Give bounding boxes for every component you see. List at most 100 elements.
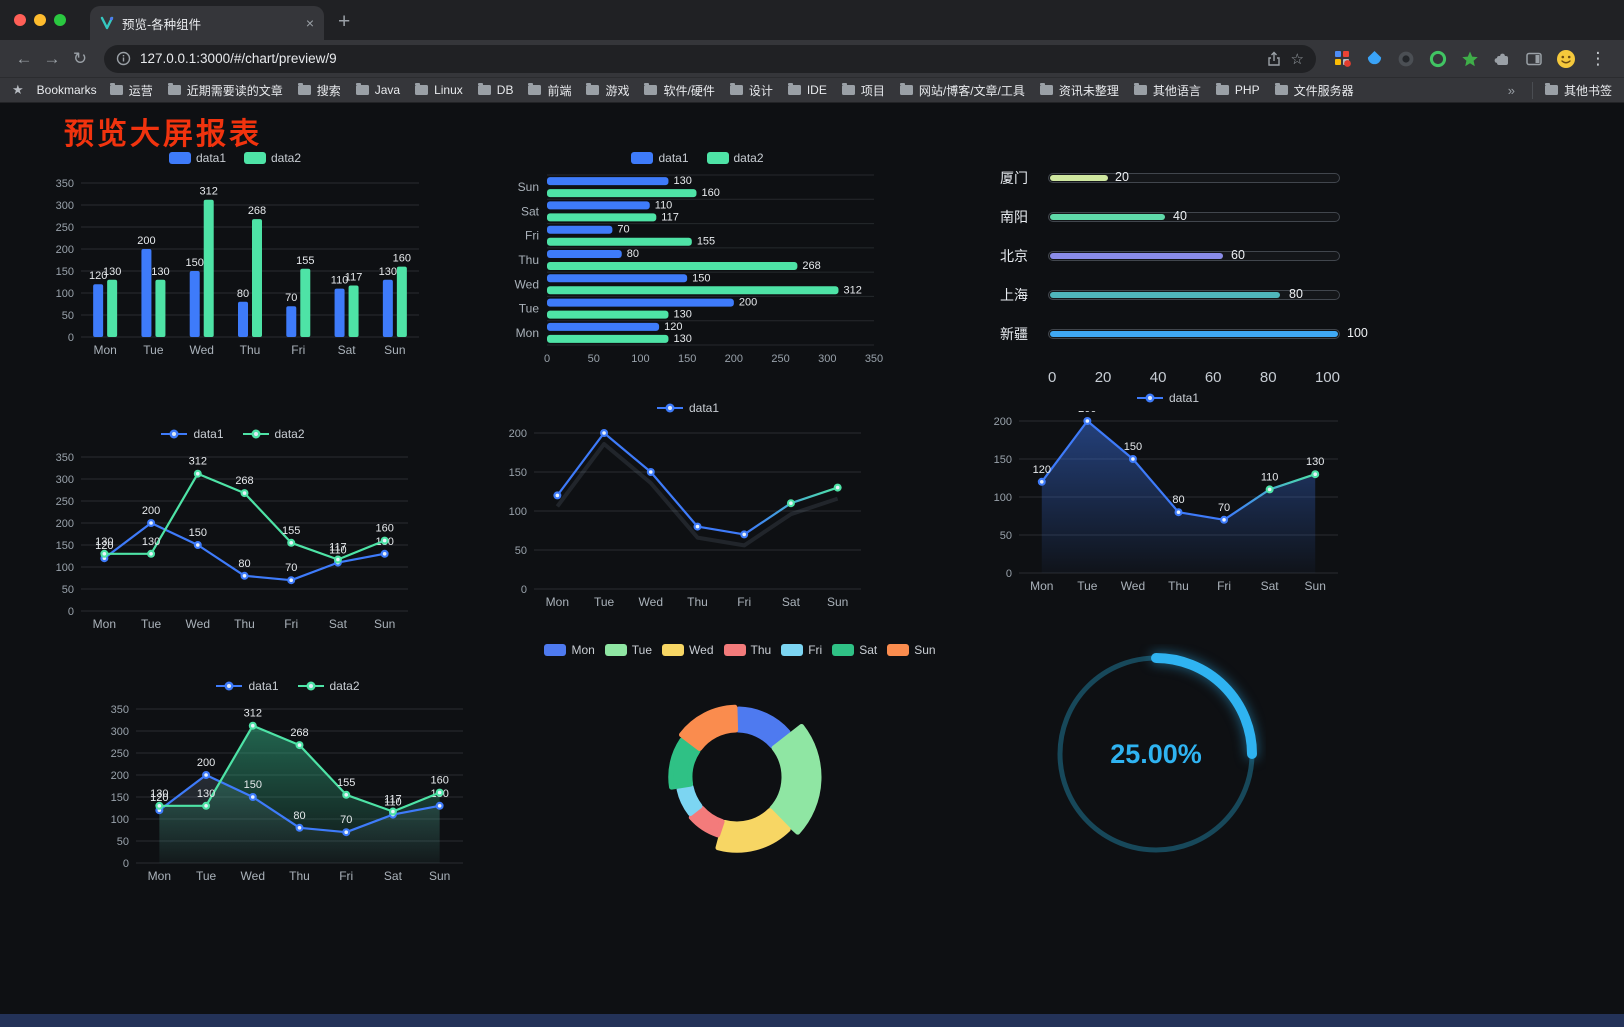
bookmark-folder[interactable]: 搜索 [297,82,341,99]
bookmark-folder[interactable]: Java [355,83,400,97]
legend-item[interactable]: Sat [832,643,877,657]
legend-item[interactable]: Sun [887,643,936,657]
legend-label: data1 [248,679,279,693]
extension-drop-icon[interactable] [1364,49,1384,69]
pie-slice-Tue[interactable] [769,723,822,835]
folder-icon [1274,83,1288,95]
legend-item[interactable]: Mon [544,643,595,657]
folder-icon [787,83,801,95]
bookmark-folder[interactable]: 游戏 [586,82,629,99]
svg-text:100: 100 [56,288,74,300]
bookmarks-overflow-button[interactable]: » [1507,82,1515,98]
bookmark-folder[interactable]: 软件/硬件 [644,82,715,99]
legend-item[interactable]: data2 [297,679,360,693]
extension-green-star-icon[interactable] [1460,49,1480,69]
browser-tab[interactable]: 预览-各种组件 × [90,6,324,40]
legend-item[interactable]: data1 [168,151,226,165]
svg-text:Sat: Sat [782,595,801,609]
back-button[interactable]: ← [15,48,33,68]
bookmark-folder[interactable]: 设计 [729,82,773,99]
bookmark-folder-label: 网站/博客/文章/工具 [918,83,1025,98]
legend-item[interactable]: Thu [723,643,771,657]
progress-track: 40 [1048,209,1340,223]
legend-item[interactable]: data1 [631,151,689,165]
bookmark-folder[interactable]: 其他语言 [1133,82,1201,99]
pie-slice-Wed[interactable] [715,808,791,853]
svg-text:117: 117 [329,542,347,554]
bookmark-folder[interactable]: 文件服务器 [1274,82,1354,99]
bookmark-folder[interactable]: PHP [1215,83,1260,97]
folder-icon [1039,83,1053,95]
bookmark-folder[interactable]: 网站/博客/文章/工具 [899,82,1025,99]
url-text[interactable]: 127.0.0.1:3000/#/chart/preview/9 [140,51,337,66]
bookmark-folder[interactable]: 项目 [841,82,885,99]
new-tab-button[interactable]: + [338,10,351,33]
bookmark-folder[interactable]: 资讯未整理 [1039,82,1119,99]
legend-item[interactable]: data2 [244,151,301,165]
bookmark-folder-label: 项目 [860,83,885,98]
reload-button[interactable]: ↻ [72,48,88,68]
legend-label: data2 [274,427,305,441]
svg-text:120: 120 [89,270,107,282]
legend-item[interactable]: data2 [706,151,764,165]
pie-slice-Sat[interactable] [668,737,701,790]
bookmark-folder[interactable]: 运营 [109,82,153,99]
address-bar[interactable]: 127.0.0.1:3000/#/chart/preview/9 ☆ [104,44,1316,73]
bookmark-folder[interactable]: 近期需要读的文章 [167,82,283,99]
svg-text:Mon: Mon [546,595,569,609]
minimize-window-button[interactable] [34,14,46,26]
other-bookmarks-button[interactable]: 其他书签 [1531,81,1612,99]
bookmark-folder[interactable]: Linux [415,83,463,97]
pie-slice-Fri[interactable] [676,784,703,817]
side-panel-icon[interactable] [1524,49,1544,69]
bookmark-folder-label: 前端 [547,83,572,98]
axis-tick-label: 80 [1259,369,1277,386]
extension-dark-circle-icon[interactable] [1396,49,1416,69]
forward-button[interactable]: → [43,48,61,68]
bookmark-folder[interactable]: DB [477,83,513,97]
legend-item[interactable]: data1 [160,427,224,441]
folder-icon [1133,83,1147,95]
legend-marker [656,403,683,413]
legend-marker [216,681,243,691]
legend-item[interactable]: data1 [1136,391,1199,405]
share-icon[interactable] [1266,51,1282,67]
progress-row: 厦门 20 [1000,158,1340,197]
progress-row: 新疆 100 [1000,314,1368,353]
svg-text:350: 350 [56,452,74,464]
profile-avatar[interactable] [1556,49,1576,69]
svg-text:Sat: Sat [338,343,357,357]
legend-item[interactable]: data1 [656,401,719,415]
browser-menu-icon[interactable]: ⋮ [1589,48,1607,68]
extension-grid-icon[interactable] [1332,49,1352,69]
legend-item[interactable]: Wed [662,643,714,657]
axis-tick-label: 40 [1149,369,1167,386]
chart-plot: 0 50 100 150 200 Mon Tue Wed Thu Fri Sat Sun [509,428,861,609]
svg-text:150: 150 [244,779,262,791]
site-info-icon[interactable] [116,51,131,66]
legend-label: Sat [859,643,878,657]
svg-text:Tue: Tue [594,595,615,609]
tab-close-icon[interactable]: × [305,15,314,31]
bookmark-folder[interactable]: IDE [787,83,827,97]
zoom-window-button[interactable] [54,14,66,26]
svg-text:312: 312 [189,456,207,468]
extension-green-circle-icon[interactable] [1428,49,1448,69]
chart-legend: Mon Tue Wed Thu Fri Sat Sun [544,641,936,659]
pie-slice-Mon[interactable] [735,706,791,749]
close-window-button[interactable] [14,14,26,26]
bookmarks-star-icon[interactable]: ★ [12,82,24,97]
svg-text:120: 120 [664,321,682,333]
svg-text:200: 200 [739,297,757,309]
bookmark-star-icon[interactable]: ☆ [1290,50,1304,68]
legend-item[interactable]: data2 [242,427,305,441]
legend-item[interactable]: Tue [604,643,652,657]
svg-text:300: 300 [56,200,74,212]
legend-item[interactable]: Fri [781,643,822,657]
legend-item[interactable]: data1 [215,679,279,693]
pie-slice-Thu[interactable] [688,805,725,838]
bookmark-folder[interactable]: 前端 [528,82,571,99]
pie-slice-Sun[interactable] [679,704,739,752]
extensions-puzzle-icon[interactable] [1492,49,1512,69]
legend-marker [887,644,910,656]
